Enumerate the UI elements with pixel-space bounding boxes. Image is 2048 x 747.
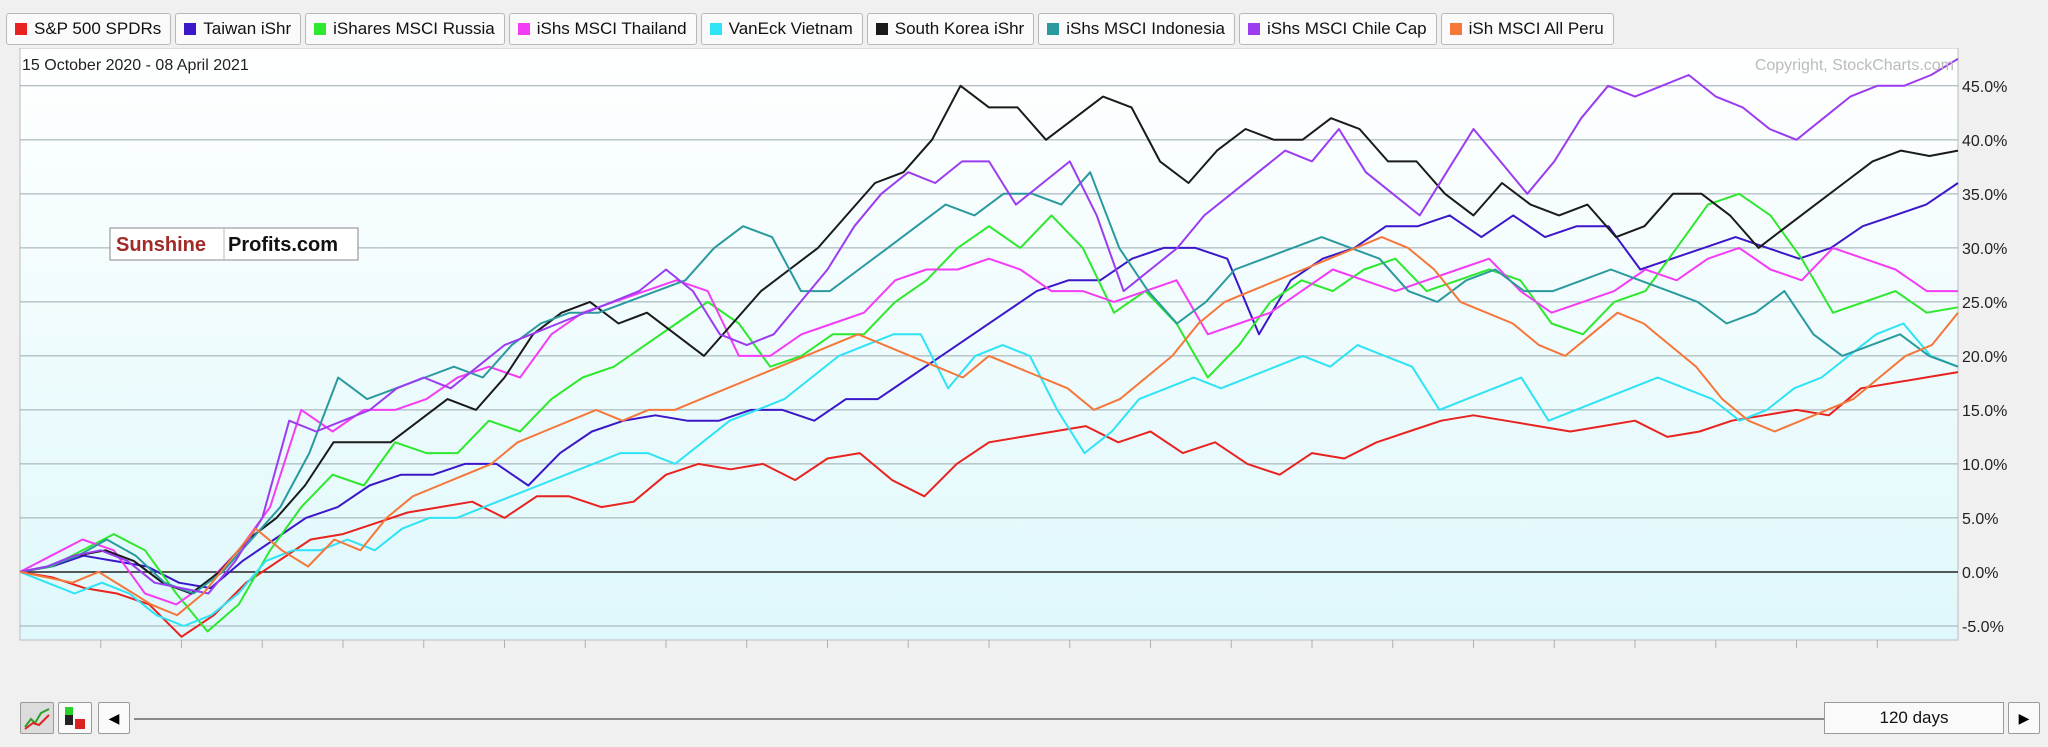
x-tick-label: 04 Mar [1568,645,1621,648]
legend-swatch [1449,23,1462,35]
logo-part1: Sunshine [116,234,206,256]
y-tick-label: 0.0% [1962,565,1998,582]
series-line [19,236,1959,617]
x-tick-label: 28 Dec [841,645,895,648]
indicator-icon[interactable] [58,702,92,734]
sunshine-profits-logo: Sunshine Profits.com [109,227,359,261]
legend-label: iShares MSCI Russia [333,19,495,38]
legend-swatch [875,23,888,35]
legend-item[interactable]: iShares MSCI Russia [305,13,505,45]
legend-label: Taiwan iShr [203,19,292,38]
y-tick-label: 35.0% [1962,187,2007,204]
x-tick-label: 25 Feb [1487,645,1540,648]
x-tick-label: 04 Dec [599,645,653,648]
legend-item[interactable]: iShs MSCI Indonesia [1038,13,1235,45]
series-line [19,171,1959,595]
x-tick-label: 11 Mar [1650,645,1702,648]
legend-swatch [517,23,530,35]
series-line [19,57,1959,595]
logo-part2: Profits.com [228,234,338,256]
series-line [19,84,1959,595]
x-tick-label: 15 Oct [35,645,85,648]
y-tick-label: 10.0% [1962,457,2007,474]
scroll-right-button[interactable]: ▶ [2008,702,2040,734]
date-range: 15 October 2020 - 08 April 2021 [22,57,249,74]
y-tick-label: 5.0% [1962,511,1998,528]
y-tick-label: 40.0% [1962,133,2007,150]
legend-swatch [709,23,722,35]
date-slider[interactable] [134,718,1826,720]
x-tick-label: 27 Nov [518,645,572,648]
x-tick-label: 12 Nov [356,645,410,648]
x-tick-label: 25 Mar [1810,645,1863,648]
legend-label: South Korea iShr [894,19,1025,38]
series-line [19,246,1958,606]
legend-item[interactable]: VanEck Vietnam [700,13,863,45]
y-tick-label: -5.0% [1962,619,2004,636]
legend-item[interactable]: iShs MSCI Chile Cap [1238,13,1437,45]
series-line [19,192,1959,633]
x-tick-label: 18 Feb [1407,645,1460,648]
x-tick-label: 20 Jan [1085,645,1136,648]
x-tick-label: 10 Feb [1326,645,1379,648]
legend-swatch [1047,23,1060,35]
chart-toolbar: ◀ 120 days ▶ [0,698,2048,742]
line-chart-icon[interactable] [20,702,54,734]
x-tick-label: 01 Apr [1893,645,1942,648]
series-line [19,371,1959,638]
legend-swatch [314,23,327,35]
legend-swatch [1247,23,1260,35]
legend-item[interactable]: iShs MSCI Thailand [508,13,697,45]
copyright-text: Copyright, StockCharts.com [1755,57,1954,74]
x-tick-label: 19 Nov [437,645,491,648]
series-line [19,322,1959,627]
legend-bar: S&P 500 SPDRs Taiwan iShr iShares MSCI Rus… [6,13,1614,47]
legend-label: iSh MSCI All Peru [1468,19,1604,38]
legend-label: VanEck Vietnam [728,19,853,38]
legend-item[interactable]: iSh MSCI All Peru [1440,13,1614,45]
x-tick-label: 29 Oct [197,645,247,648]
period-label: 120 days [1879,708,1949,727]
legend-item[interactable]: Taiwan iShr [175,13,302,45]
legend-item[interactable]: South Korea iShr [866,13,1035,45]
x-tick-label: 22 Oct [116,645,166,648]
x-tick-label: 03 Feb [1245,645,1298,648]
legend-swatch [15,23,27,35]
x-tick-label: 18 Dec [760,645,814,648]
x-tick-label: 05 Jan [923,645,974,648]
scroll-left-button[interactable]: ◀ [98,702,130,734]
x-tick-label: 27 Jan [1165,645,1216,648]
y-tick-label: 45.0% [1962,79,2007,96]
legend-label: iShs MSCI Indonesia [1066,19,1225,38]
x-tick-label: 05 Nov [276,645,330,648]
y-tick-label: 25.0% [1962,295,2007,312]
y-tick-label: 20.0% [1962,349,2007,366]
legend-label: S&P 500 SPDRs [34,19,162,38]
chart-plot: -5.0% 0.0% 5.0% 10.0% 15.0% 20.0% 25.0% 30.0% 35… [19,48,2007,648]
y-tick-label: 15.0% [1962,403,2007,420]
x-tick-label: 12 Jan [1004,645,1055,648]
series-line [19,182,1959,590]
x-tick-label: 11 Dec [680,645,733,648]
x-tick-label: 18 Mar [1730,645,1783,648]
legend-swatch [184,23,197,35]
legend-item[interactable]: S&P 500 SPDRs [6,13,172,45]
legend-label: iShs MSCI Thailand [536,19,687,38]
y-tick-label: 30.0% [1962,241,2007,258]
legend-label: iShs MSCI Chile Cap [1266,19,1427,38]
period-selector[interactable]: 120 days [1824,702,2004,734]
